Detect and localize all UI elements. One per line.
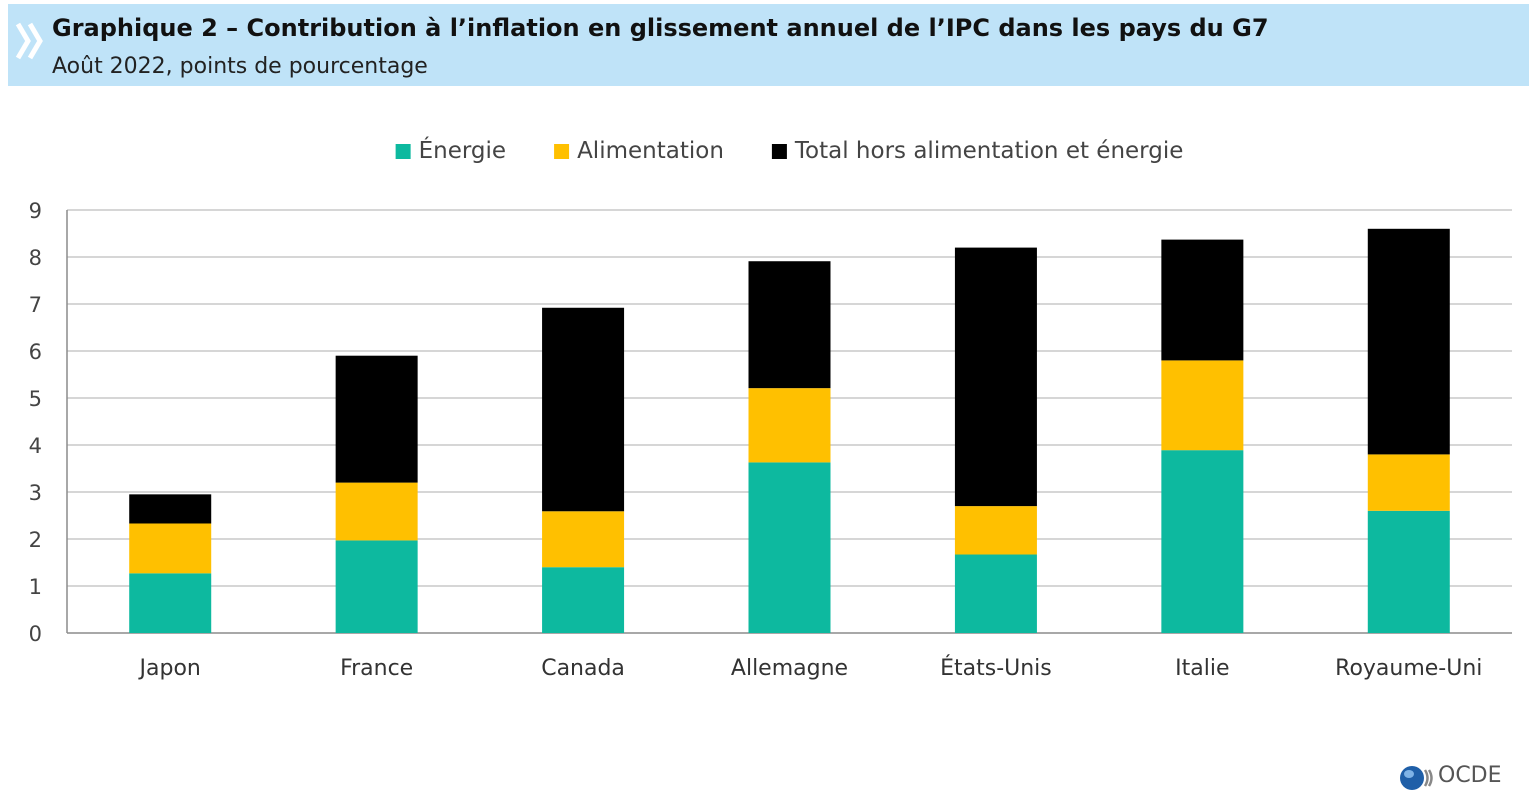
x-tick-label: Italie — [1175, 656, 1229, 681]
bar-total-hors — [129, 494, 212, 524]
y-tick-label: 8 — [29, 246, 42, 270]
y-tick-label: 4 — [29, 434, 42, 458]
x-tick-label: Japon — [138, 656, 201, 681]
bar-total-hors — [335, 355, 418, 483]
y-tick-label: 5 — [29, 387, 42, 411]
chart-title: Graphique 2 – Contribution à l’inflation… — [52, 14, 1269, 42]
bar-energie — [1367, 510, 1450, 633]
x-tick-label: France — [340, 656, 413, 681]
y-tick-label: 9 — [29, 199, 42, 223]
x-tick-label: Canada — [541, 656, 625, 681]
legend-swatch — [395, 144, 411, 159]
bar-total-hors — [1161, 239, 1244, 361]
bar-energie — [542, 567, 625, 633]
bar-energie — [954, 554, 1037, 633]
bars — [129, 228, 1450, 633]
x-tick-label: Allemagne — [731, 656, 848, 681]
bar-total-hors — [1367, 228, 1450, 455]
bar-alimentation — [748, 388, 831, 463]
y-tick-label: 0 — [29, 622, 42, 646]
bar-alimentation — [1367, 454, 1450, 511]
legend-swatch — [771, 144, 787, 159]
y-tick-label: 1 — [29, 575, 42, 599]
chart-subtitle: Août 2022, points de pourcentage — [52, 54, 428, 79]
oecd-logo: OCDE — [1398, 762, 1518, 794]
bar-alimentation — [335, 482, 418, 541]
y-tick-label: 2 — [29, 528, 42, 552]
bar-total-hors — [748, 261, 831, 389]
x-tick-label: Royaume-Uni — [1335, 656, 1482, 681]
double-chevron-icon — [15, 22, 43, 60]
y-tick-label: 7 — [29, 293, 42, 317]
bar-energie — [1161, 450, 1244, 633]
y-tick-label: 6 — [29, 340, 42, 364]
legend-swatch — [554, 144, 570, 159]
bar-alimentation — [1161, 360, 1244, 451]
legend-label: Total hors alimentation et énergie — [794, 138, 1183, 164]
y-tick-label: 3 — [29, 481, 42, 505]
oecd-logo-text: OCDE — [1438, 763, 1502, 788]
bar-alimentation — [129, 523, 212, 574]
bar-energie — [335, 540, 418, 633]
bar-energie — [748, 462, 831, 633]
legend-label: Alimentation — [577, 138, 724, 164]
x-axis: Japon France Canada Allemagne États-Unis Ital… — [138, 655, 1483, 681]
legend-label: Énergie — [419, 136, 506, 164]
bar-total-hors — [954, 247, 1037, 507]
x-tick-label: États-Unis — [940, 655, 1052, 681]
y-axis: 0 1 2 3 4 5 6 7 8 9 — [29, 199, 68, 646]
chart-legend: Énergie Alimentation Total hors alimentati… — [395, 136, 1183, 164]
bar-alimentation — [954, 506, 1037, 555]
bar-total-hors — [542, 307, 625, 512]
bar-alimentation — [542, 511, 625, 568]
oecd-globe-icon — [1400, 766, 1433, 790]
chart-header: Graphique 2 – Contribution à l’inflation… — [8, 4, 1529, 86]
bar-energie — [129, 573, 212, 633]
